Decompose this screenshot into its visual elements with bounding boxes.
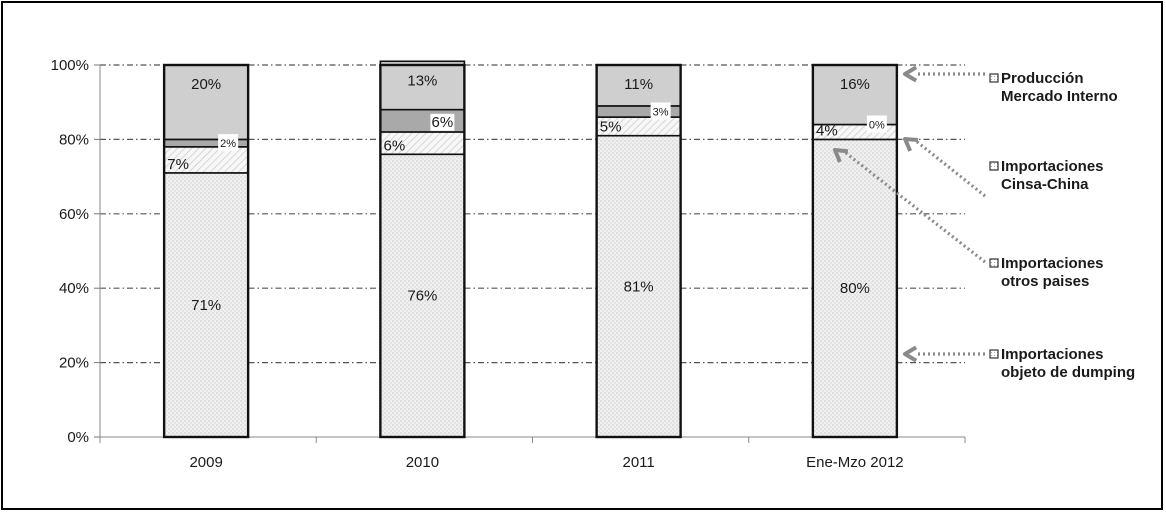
y-tick-label: 100% (51, 57, 89, 74)
data-label: 81% (624, 278, 654, 295)
label-box (430, 113, 455, 131)
data-label: 76% (407, 288, 437, 305)
x-tick-label: 2009 (189, 454, 222, 471)
data-label: 6% (432, 114, 454, 131)
bar-outline (811, 63, 899, 439)
data-label: 80% (840, 280, 870, 297)
arrow-head-icon (833, 148, 849, 163)
label-box (218, 134, 239, 152)
data-label: 4% (816, 122, 838, 139)
legend-swatch (989, 349, 999, 359)
data-label: 3% (653, 107, 669, 119)
bar-outline (595, 63, 682, 439)
arrow-head-icon (903, 137, 919, 152)
bar-segment (163, 64, 249, 141)
y-tick-label: 20% (59, 355, 89, 372)
legend-label: otros paises (1001, 273, 1089, 290)
legend-label: Mercado Interno (1001, 88, 1118, 105)
data-label: 6% (384, 137, 406, 154)
x-tick-label: Ene-Mzo 2012 (806, 454, 904, 471)
label-box (650, 102, 671, 120)
data-label: 7% (167, 156, 189, 173)
bar-outline (379, 63, 466, 439)
data-label: 20% (191, 76, 221, 93)
legend-label: objeto de dumping (1001, 364, 1135, 381)
data-label: 0% (869, 120, 885, 132)
bar-segment (379, 153, 466, 438)
y-tick-label: 40% (59, 280, 89, 297)
bars (162, 60, 899, 439)
bar-segment (812, 64, 898, 126)
legend-swatch (989, 161, 999, 171)
data-label: 16% (840, 76, 870, 93)
x-tick-label: 2010 (406, 454, 439, 471)
legend-label: Producción (1001, 70, 1084, 87)
y-tick-label: 80% (59, 131, 89, 148)
data-label: 71% (191, 297, 221, 314)
data-label: 13% (407, 72, 437, 89)
legend-label: Importaciones (1001, 346, 1104, 363)
arrow-head-icon (903, 65, 918, 83)
data-labels: 71% 7% 2% 20% 76% 6% 6% 13% 81% 5% 3% 11% 80% 4% 0% 16% (167, 72, 887, 314)
arrow-head-icon (903, 345, 918, 363)
legend-swatch (989, 73, 999, 83)
legend-swatch (989, 258, 999, 268)
legend-label: Importaciones (1001, 158, 1104, 175)
data-label: 2% (220, 138, 236, 150)
bar-outline (162, 63, 250, 439)
legend-label: Cinsa-China (1001, 176, 1089, 193)
x-tick-label: 2011 (622, 454, 654, 471)
legend-label: Importaciones (1001, 255, 1104, 272)
y-tick-label: 0% (67, 429, 89, 446)
y-tick-label: 60% (59, 206, 89, 223)
legend-pointer-arrow (914, 138, 986, 198)
data-label: 5% (600, 119, 622, 136)
bar-segment (163, 172, 249, 438)
label-box (866, 115, 887, 133)
bar-segment (812, 138, 898, 438)
data-label: 11% (624, 76, 653, 93)
